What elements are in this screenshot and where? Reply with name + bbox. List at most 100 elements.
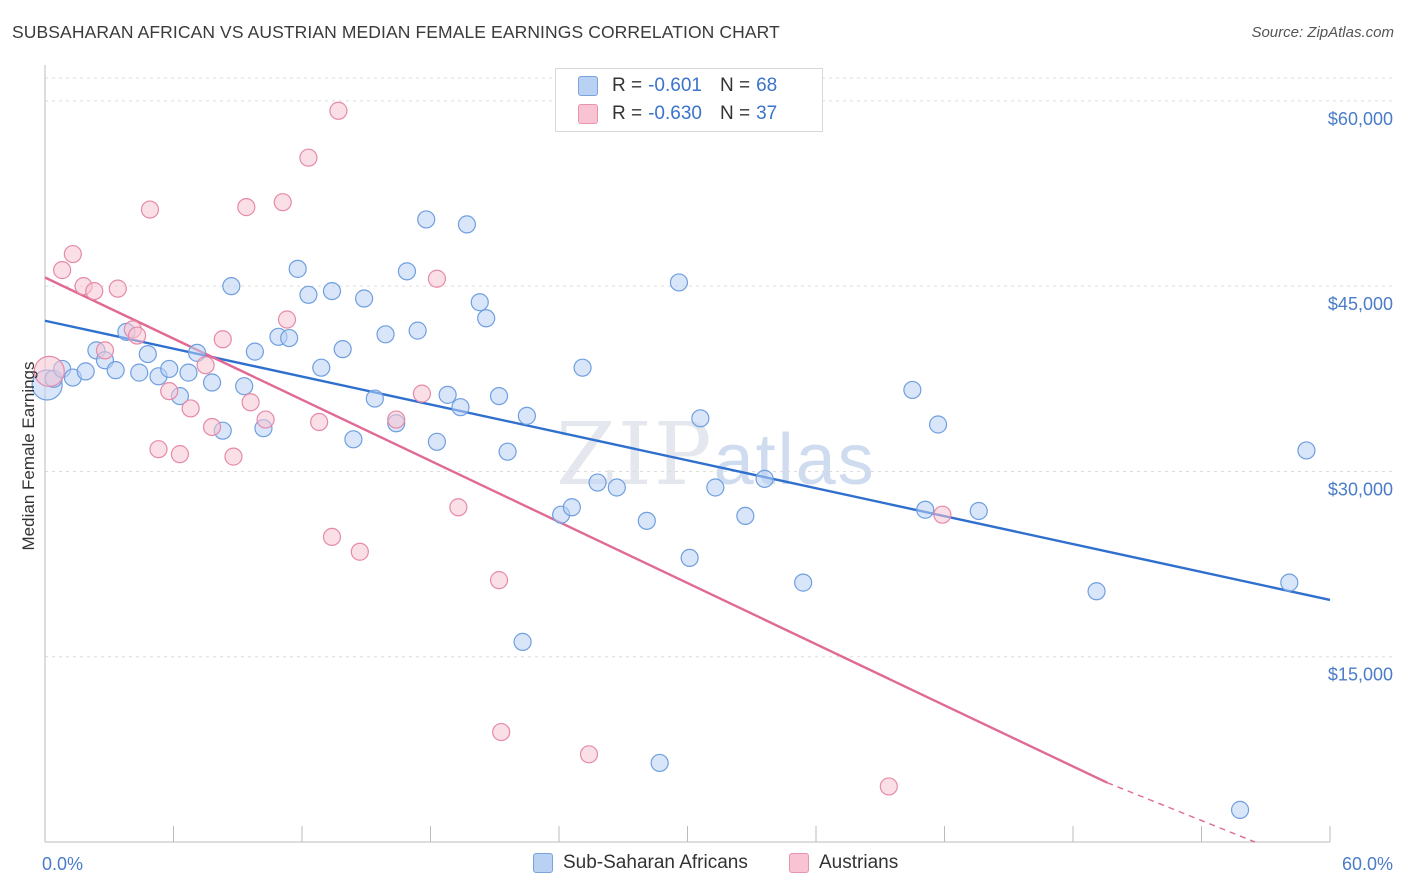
subsaharan-point [288, 259, 307, 278]
austrian-point [213, 330, 232, 349]
austrian-point [489, 571, 509, 590]
subsaharan-point [573, 358, 592, 377]
legend-r-label: R = [612, 103, 643, 124]
subsaharan-point [179, 363, 198, 382]
austrian-point [170, 445, 190, 464]
subsaharan-point [669, 273, 689, 292]
source-credit[interactable]: Source: ZipAtlas.com [1251, 24, 1394, 41]
subsaharan-point [691, 409, 710, 428]
subsaharan-point [365, 389, 384, 408]
y-tick-label: $45,000 [1328, 294, 1393, 314]
subsaharan-point [187, 343, 207, 362]
legend-item-austrians[interactable]: Austrians [789, 852, 898, 874]
legend-swatch-pink [789, 853, 809, 873]
subsaharan-point [312, 358, 331, 377]
subsaharan-point [513, 632, 532, 651]
subsaharan-point [1280, 573, 1299, 592]
subsaharan-point [235, 377, 254, 396]
austrian-point [299, 148, 318, 167]
subsaharan-point [637, 511, 656, 530]
austrian-point [181, 399, 200, 418]
legend-n-label: N = [719, 103, 751, 124]
austrian-point [449, 498, 468, 517]
subsaharan-point [322, 282, 342, 301]
subsaharan-point [106, 361, 125, 380]
axes [44, 65, 1331, 843]
austrian-point [237, 198, 256, 217]
austrian-point [427, 269, 447, 288]
austrian-point [579, 745, 599, 764]
watermark-zip: ZIP [556, 405, 714, 505]
subsaharan-point [222, 277, 241, 296]
y-tick-label: $15,000 [1328, 665, 1393, 685]
subsaharan-point [794, 573, 813, 592]
subsaharan-point [355, 289, 374, 308]
legend-r-value: -0.601 [648, 75, 702, 96]
austrian-point [492, 722, 511, 742]
austrian-point [879, 777, 898, 796]
austrian-point [196, 356, 215, 375]
austrian-point [224, 447, 243, 466]
subsaharan-point [130, 363, 149, 382]
austrian-point [329, 101, 348, 120]
subsaharan-point [969, 501, 988, 521]
stats-legend: R = -0.601 N = 68 R = -0.630 N = 37 [555, 68, 823, 132]
subsaharan-point [427, 432, 447, 451]
legend-swatch-pink [578, 104, 598, 124]
y-tick-label: $30,000 [1328, 479, 1393, 499]
subsaharan-point [417, 210, 436, 229]
austrian-point [85, 282, 104, 301]
austrian-point [108, 279, 127, 298]
austrian-point [241, 393, 260, 412]
austrian-point [933, 505, 952, 524]
subsaharan-point [245, 342, 264, 361]
austrian-point [33, 355, 65, 387]
subsaharan-point [333, 340, 352, 359]
austrian-point [322, 527, 342, 547]
watermark-atlas: atlas [713, 420, 876, 500]
watermark: ZIPatlas [556, 405, 876, 505]
subsaharan-point [498, 442, 517, 461]
austrian-point [202, 417, 222, 437]
subsaharan-point [1297, 441, 1316, 460]
austrian-point [310, 412, 329, 432]
subsaharan-point [160, 359, 179, 379]
austrian-point [412, 384, 432, 403]
subsaharan-point [916, 500, 935, 519]
austrian-trend-line [44, 276, 1108, 784]
subsaharan-point [408, 321, 427, 340]
subsaharan-point [928, 415, 948, 434]
subsaharan-point [736, 506, 755, 526]
austrian-point [256, 410, 275, 429]
legend-label: Austrians [819, 852, 899, 873]
legend-item-subsaharan[interactable]: Sub-Saharan Africans [533, 852, 748, 874]
y-tick-label: $60,000 [1328, 109, 1393, 129]
subsaharan-point [706, 478, 725, 497]
austrian-trend-extension [1107, 782, 1256, 843]
legend-swatch-blue [533, 853, 553, 873]
subsaharan-point [1230, 800, 1250, 819]
subsaharan-point [376, 325, 395, 344]
subsaharan-point [76, 362, 95, 381]
subsaharan-point [477, 309, 496, 328]
y-axis-label: Median Female Earnings [19, 362, 38, 551]
legend-label: Sub-Saharan Africans [563, 852, 748, 873]
austrian-point [63, 244, 82, 264]
series-legend: Sub-Saharan Africans Austrians [0, 852, 1406, 878]
austrian-point [95, 341, 115, 360]
legend-n-label: N = [719, 75, 751, 96]
subsaharan-point [489, 386, 509, 406]
subsaharan-point [517, 406, 536, 425]
austrian-point [140, 200, 160, 219]
subsaharan-point [588, 473, 607, 492]
chart-title: SUBSAHARAN AFRICAN VS AUSTRIAN MEDIAN FE… [12, 22, 780, 42]
subsaharan-point [1087, 582, 1106, 601]
austrian-point [387, 410, 406, 429]
austrian-point [149, 440, 168, 459]
x-tick-label-min: 0.0% [42, 854, 83, 874]
subsaharan-point [903, 380, 922, 400]
subsaharan-point [438, 385, 457, 404]
subsaharan-point [650, 753, 669, 773]
subsaharan-point [280, 328, 299, 348]
subsaharan-point [680, 548, 699, 568]
